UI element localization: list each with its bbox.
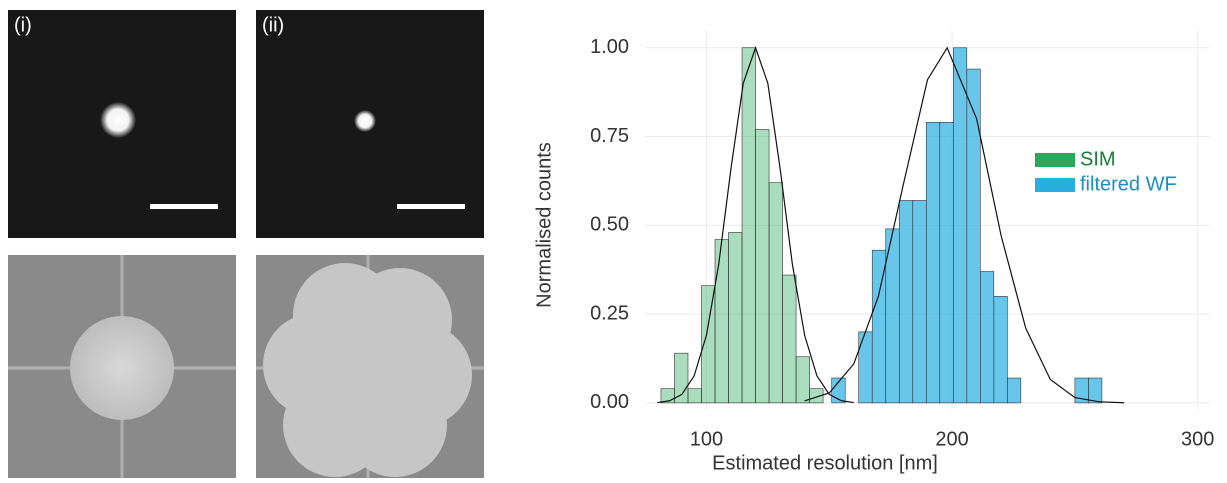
- histogram-bar: [859, 332, 873, 403]
- histogram-bar: [729, 232, 743, 402]
- histogram-bar: [769, 183, 783, 403]
- y-tick-label: 0.00: [590, 391, 629, 413]
- panel-label: (i): [14, 14, 32, 36]
- x-axis-title: Estimated resolution [nm]: [712, 452, 938, 474]
- histogram-chart: Estimated resolution [nm] Normalised cou…: [533, 30, 1214, 474]
- histogram-bar: [899, 200, 913, 402]
- histogram-bar: [980, 271, 994, 402]
- legend-swatch: [1035, 153, 1075, 167]
- fft-panel-ii: [256, 255, 484, 478]
- histogram-bar: [913, 200, 927, 402]
- x-tick-label: 200: [935, 428, 968, 450]
- image-panel-i: (i): [8, 10, 236, 238]
- histogram-bar: [1088, 378, 1102, 403]
- image-panel-ii: (ii): [256, 10, 484, 238]
- y-tick-label: 0.50: [590, 214, 629, 236]
- histogram-bar: [783, 275, 797, 403]
- histogram-bar: [994, 296, 1008, 403]
- y-axis-title: Normalised counts: [533, 142, 555, 308]
- histogram-bar: [1007, 378, 1021, 403]
- legend-swatch: [1035, 178, 1075, 192]
- x-tick-label: 100: [690, 428, 723, 450]
- legend-label: SIM: [1080, 148, 1116, 170]
- histogram-bar: [688, 389, 702, 403]
- fft-panel-i: [8, 255, 236, 478]
- figure: (i) (ii) Estimated resolution [nm] Norma…: [0, 0, 1227, 478]
- histogram-bar: [756, 129, 770, 402]
- histogram-bar: [967, 69, 981, 403]
- y-tick-label: 1.00: [590, 36, 629, 58]
- histogram-bar: [926, 122, 940, 403]
- histogram-bar: [715, 240, 729, 403]
- y-tick-label: 0.25: [590, 302, 629, 324]
- x-tick-label: 300: [1181, 428, 1214, 450]
- histogram-bar: [674, 353, 688, 403]
- page: {"panels": {"labels": ["(i)", "(ii)"]}, …: [0, 0, 1227, 478]
- y-tick-label: 0.75: [590, 125, 629, 147]
- histogram-bar: [796, 357, 810, 403]
- histogram-bar: [940, 122, 954, 403]
- histogram-bar: [953, 48, 967, 403]
- legend-label: filtered WF: [1080, 173, 1177, 195]
- histogram-bar: [742, 48, 756, 403]
- panel-label: (ii): [262, 14, 284, 36]
